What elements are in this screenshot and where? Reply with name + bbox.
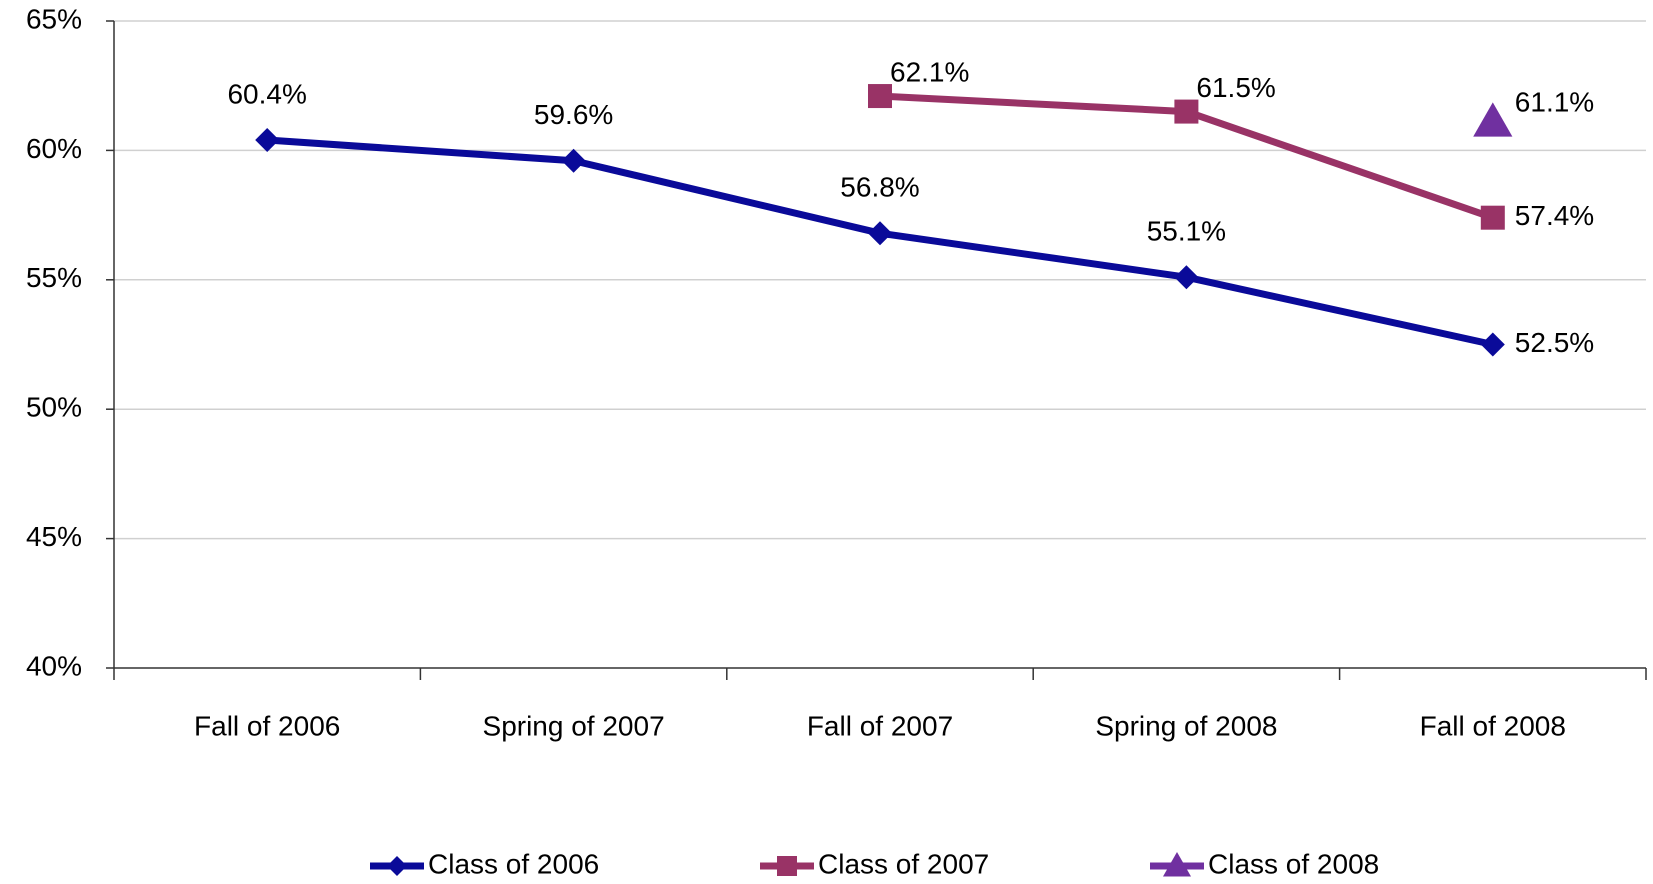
marker (1473, 102, 1513, 137)
y-tick-label: 55% (26, 262, 82, 293)
marker (868, 221, 892, 246)
marker (1480, 205, 1505, 230)
y-tick-label: 60% (26, 133, 82, 164)
legend-item: Class of 2006 (370, 848, 599, 879)
x-tick-label: Fall of 2008 (1420, 710, 1566, 741)
data-label: 60.4% (227, 78, 306, 109)
marker (1480, 332, 1505, 357)
legend-item: Class of 2008 (1150, 848, 1379, 879)
legend-label: Class of 2006 (428, 848, 599, 879)
marker (1174, 265, 1199, 290)
marker (255, 128, 280, 153)
data-label: 61.5% (1196, 72, 1275, 103)
marker (1163, 852, 1191, 877)
x-tick-label: Fall of 2007 (807, 710, 953, 741)
y-tick-label: 40% (26, 650, 82, 681)
legend-label: Class of 2007 (818, 848, 989, 879)
marker (387, 856, 407, 876)
y-tick-label: 45% (26, 521, 82, 552)
marker (1174, 99, 1199, 124)
data-label: 57.4% (1515, 200, 1594, 231)
x-tick-label: Spring of 2008 (1095, 710, 1277, 741)
y-tick-label: 65% (26, 3, 82, 34)
legend-item: Class of 2007 (760, 848, 989, 879)
data-label: 56.8% (840, 172, 919, 203)
data-label: 55.1% (1147, 216, 1226, 247)
x-tick-label: Spring of 2007 (483, 710, 665, 741)
data-label: 52.5% (1515, 327, 1594, 358)
data-label: 61.1% (1515, 86, 1594, 117)
legend-label: Class of 2008 (1208, 848, 1379, 879)
marker (777, 856, 797, 876)
marker (561, 148, 586, 173)
y-tick-label: 50% (26, 392, 82, 423)
data-label: 62.1% (890, 56, 969, 87)
marker (868, 84, 892, 109)
x-tick-label: Fall of 2006 (194, 710, 340, 741)
data-label: 59.6% (534, 99, 613, 130)
